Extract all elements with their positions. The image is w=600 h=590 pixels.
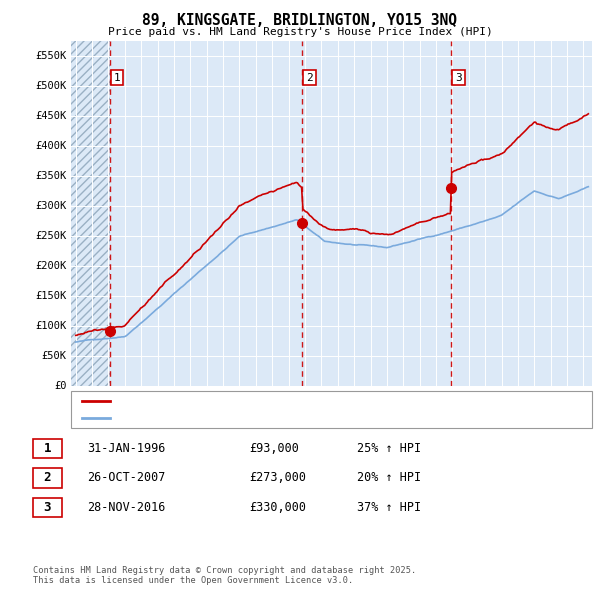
Text: 1: 1: [114, 73, 121, 83]
Text: £273,000: £273,000: [249, 471, 306, 484]
Text: £100K: £100K: [35, 322, 67, 332]
Text: £150K: £150K: [35, 291, 67, 301]
Text: £450K: £450K: [35, 112, 67, 122]
Text: 3: 3: [44, 501, 51, 514]
Text: 37% ↑ HPI: 37% ↑ HPI: [357, 501, 421, 514]
Text: £350K: £350K: [35, 171, 67, 181]
Text: £93,000: £93,000: [249, 442, 299, 455]
Text: £0: £0: [54, 382, 67, 391]
Text: £300K: £300K: [35, 201, 67, 211]
Text: 25% ↑ HPI: 25% ↑ HPI: [357, 442, 421, 455]
Text: £50K: £50K: [41, 352, 67, 362]
Text: Price paid vs. HM Land Registry's House Price Index (HPI): Price paid vs. HM Land Registry's House …: [107, 27, 493, 37]
Text: 31-JAN-1996: 31-JAN-1996: [87, 442, 166, 455]
Text: 89, KINGSGATE, BRIDLINGTON, YO15 3NQ (detached house): 89, KINGSGATE, BRIDLINGTON, YO15 3NQ (de…: [116, 396, 447, 407]
Text: £330,000: £330,000: [249, 501, 306, 514]
Text: £550K: £550K: [35, 51, 67, 61]
Text: 2: 2: [306, 73, 313, 83]
Bar: [71, 41, 110, 386]
Text: 1: 1: [44, 442, 51, 455]
Text: 20% ↑ HPI: 20% ↑ HPI: [357, 471, 421, 484]
Text: 26-OCT-2007: 26-OCT-2007: [87, 471, 166, 484]
Text: £500K: £500K: [35, 81, 67, 91]
Text: 3: 3: [455, 73, 462, 83]
Text: £400K: £400K: [35, 142, 67, 152]
Text: Contains HM Land Registry data © Crown copyright and database right 2025.
This d: Contains HM Land Registry data © Crown c…: [33, 566, 416, 585]
Text: £200K: £200K: [35, 261, 67, 271]
Text: 28-NOV-2016: 28-NOV-2016: [87, 501, 166, 514]
Text: £250K: £250K: [35, 231, 67, 241]
Text: HPI: Average price, detached house, East Riding of Yorkshire: HPI: Average price, detached house, East…: [116, 412, 491, 422]
Text: 89, KINGSGATE, BRIDLINGTON, YO15 3NQ: 89, KINGSGATE, BRIDLINGTON, YO15 3NQ: [143, 13, 458, 28]
Text: 2: 2: [44, 471, 51, 484]
